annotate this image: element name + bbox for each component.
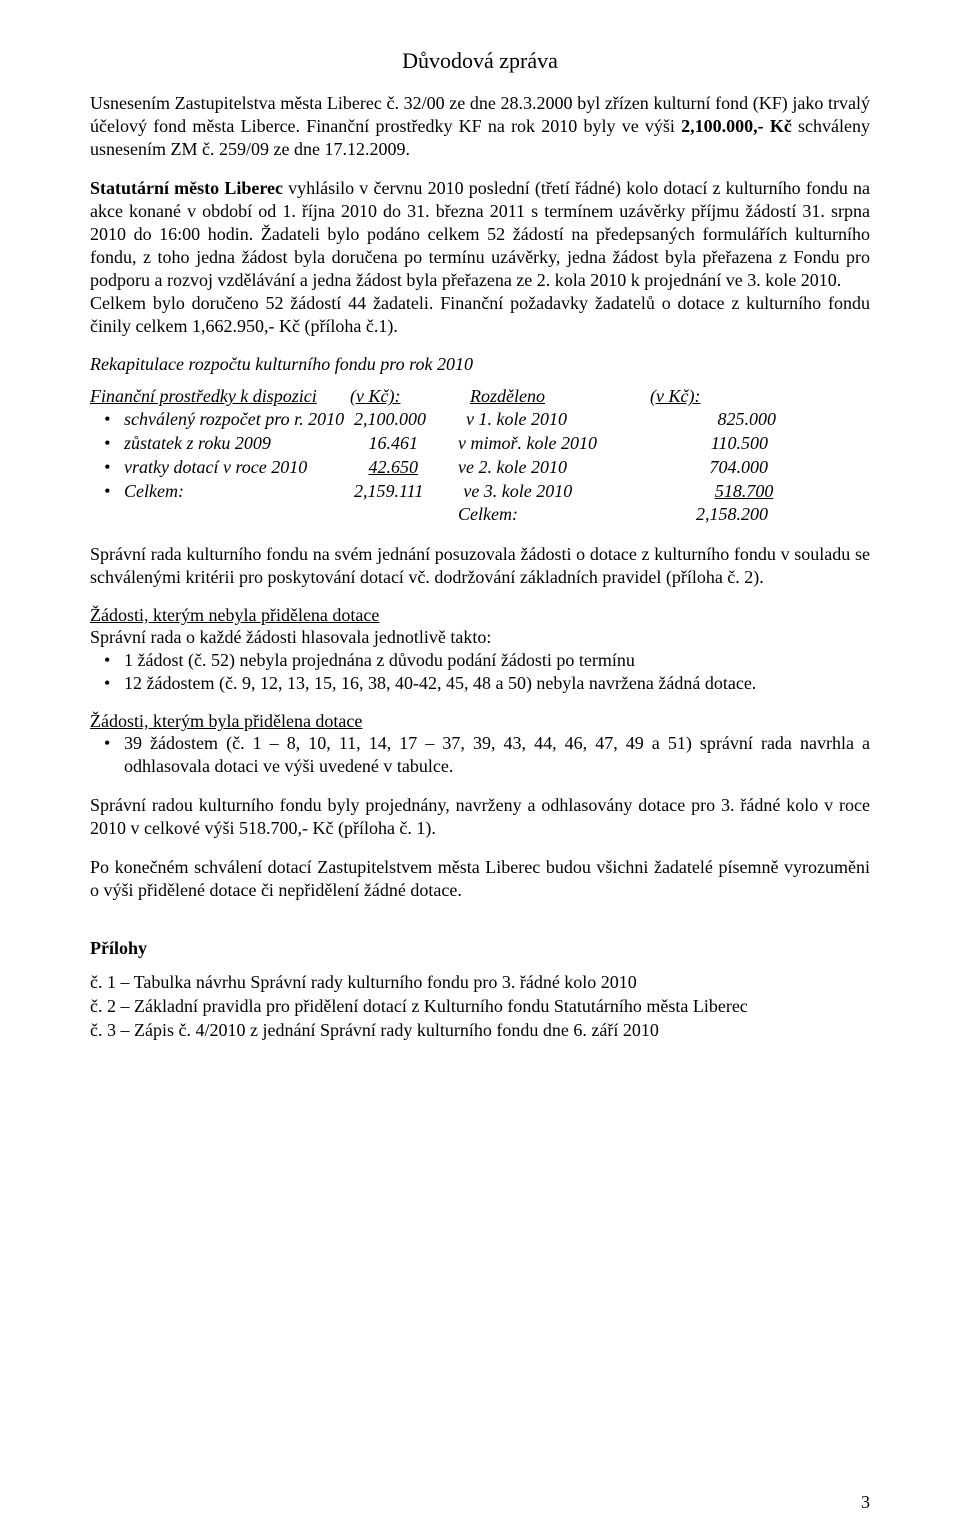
budget-row: schválený rozpočet pro r. 2010 2,100.000… <box>90 408 870 432</box>
attachment-line: č. 3 – Zápis č. 4/2010 z jednání Správní… <box>90 1019 870 1043</box>
budget-c2: 42.650 <box>354 456 458 480</box>
intro-paragraph-2: Statutární město Liberec vyhlásilo v čer… <box>90 177 870 292</box>
list-item: 1 žádost (č. 52) nebyla projednána z dův… <box>90 649 870 672</box>
budget-list: schválený rozpočet pro r. 2010 2,100.000… <box>90 408 870 527</box>
list-item: 39 žádostem (č. 1 – 8, 10, 11, 14, 17 – … <box>90 732 870 778</box>
budget-c4: 518.700 <box>663 480 773 504</box>
budget-c2: 16.461 <box>354 432 458 456</box>
granted-list: 39 žádostem (č. 1 – 8, 10, 11, 14, 17 – … <box>90 732 870 778</box>
not-granted-list: 1 žádost (č. 52) nebyla projednána z dův… <box>90 649 870 695</box>
fin-head-right-label: Rozděleno <box>470 385 650 408</box>
finance-header-row: Finanční prostředky k dispozici (v Kč): … <box>90 385 870 408</box>
budget-row: Celkem: 2,159.111 ve 3. kole 2010 518.70… <box>90 480 870 504</box>
budget-row: zůstatek z roku 2009 16.461 v mimoř. kol… <box>90 432 870 456</box>
budget-c3: ve 2. kole 2010 <box>458 456 658 480</box>
budget-c4: 704.000 <box>658 456 768 480</box>
p1-amount-bold: 2,100.000,- Kč <box>681 116 792 136</box>
attachments-list: č. 1 – Tabulka návrhu Správní rady kultu… <box>90 971 870 1042</box>
budget-c1: Celkem: <box>124 480 354 504</box>
budget-c3: v 1. kole 2010 <box>466 408 666 432</box>
subhead-granted: Žádosti, kterým byla přidělena dotace <box>90 711 870 732</box>
subhead-not-granted: Žádosti, kterým nebyla přidělena dotace <box>90 605 870 626</box>
budget-c3: v mimoř. kole 2010 <box>458 432 658 456</box>
sub1-intro: Správní rada o každé žádosti hlasovala j… <box>90 626 870 649</box>
budget-c3: ve 3. kole 2010 <box>463 480 663 504</box>
paragraph-4: Správní radou kulturního fondu byly proj… <box>90 794 870 840</box>
fin-head-left-unit: (v Kč): <box>350 385 470 408</box>
budget-c4: 825.000 <box>666 408 776 432</box>
fin-head-right-unit: (v Kč): <box>650 385 730 408</box>
budget-c2: 2,100.000 <box>354 408 466 432</box>
page-title: Důvodová zpráva <box>90 48 870 74</box>
page-number: 3 <box>861 1492 870 1513</box>
attachments-heading: Přílohy <box>90 938 870 959</box>
attachment-line: č. 2 – Základní pravidla pro přidělení d… <box>90 995 870 1019</box>
paragraph-3: Správní rada kulturního fondu na svém je… <box>90 543 870 589</box>
budget-c1: vratky dotací v roce 2010 <box>124 456 354 480</box>
document-page: Důvodová zpráva Usnesením Zastupitelstva… <box>0 0 960 1537</box>
budget-c1: schválený rozpočet pro r. 2010 <box>124 408 354 432</box>
budget-c1: zůstatek z roku 2009 <box>124 432 354 456</box>
fin-head-left-label: Finanční prostředky k dispozici <box>90 385 350 408</box>
attachment-line: č. 1 – Tabulka návrhu Správní rady kultu… <box>90 971 870 995</box>
intro-paragraph-2b: Celkem bylo doručeno 52 žádostí 44 žadat… <box>90 292 870 338</box>
recap-heading: Rekapitulace rozpočtu kulturního fondu p… <box>90 354 870 375</box>
budget-row: vratky dotací v roce 2010 42.650 ve 2. k… <box>90 456 870 480</box>
budget-c4: 2,158.200 <box>658 503 768 527</box>
p2-lead-bold: Statutární město Liberec <box>90 178 283 198</box>
budget-c2: 2,159.111 <box>354 480 463 504</box>
intro-paragraph-1: Usnesením Zastupitelstva města Liberec č… <box>90 92 870 161</box>
paragraph-5: Po konečném schválení dotací Zastupitels… <box>90 856 870 902</box>
list-item: 12 žádostem (č. 9, 12, 13, 15, 16, 38, 4… <box>90 672 870 695</box>
budget-c4: 110.500 <box>658 432 768 456</box>
budget-trailing-row: Celkem: 2,158.200 <box>90 503 870 527</box>
budget-c3: Celkem: <box>458 503 658 527</box>
